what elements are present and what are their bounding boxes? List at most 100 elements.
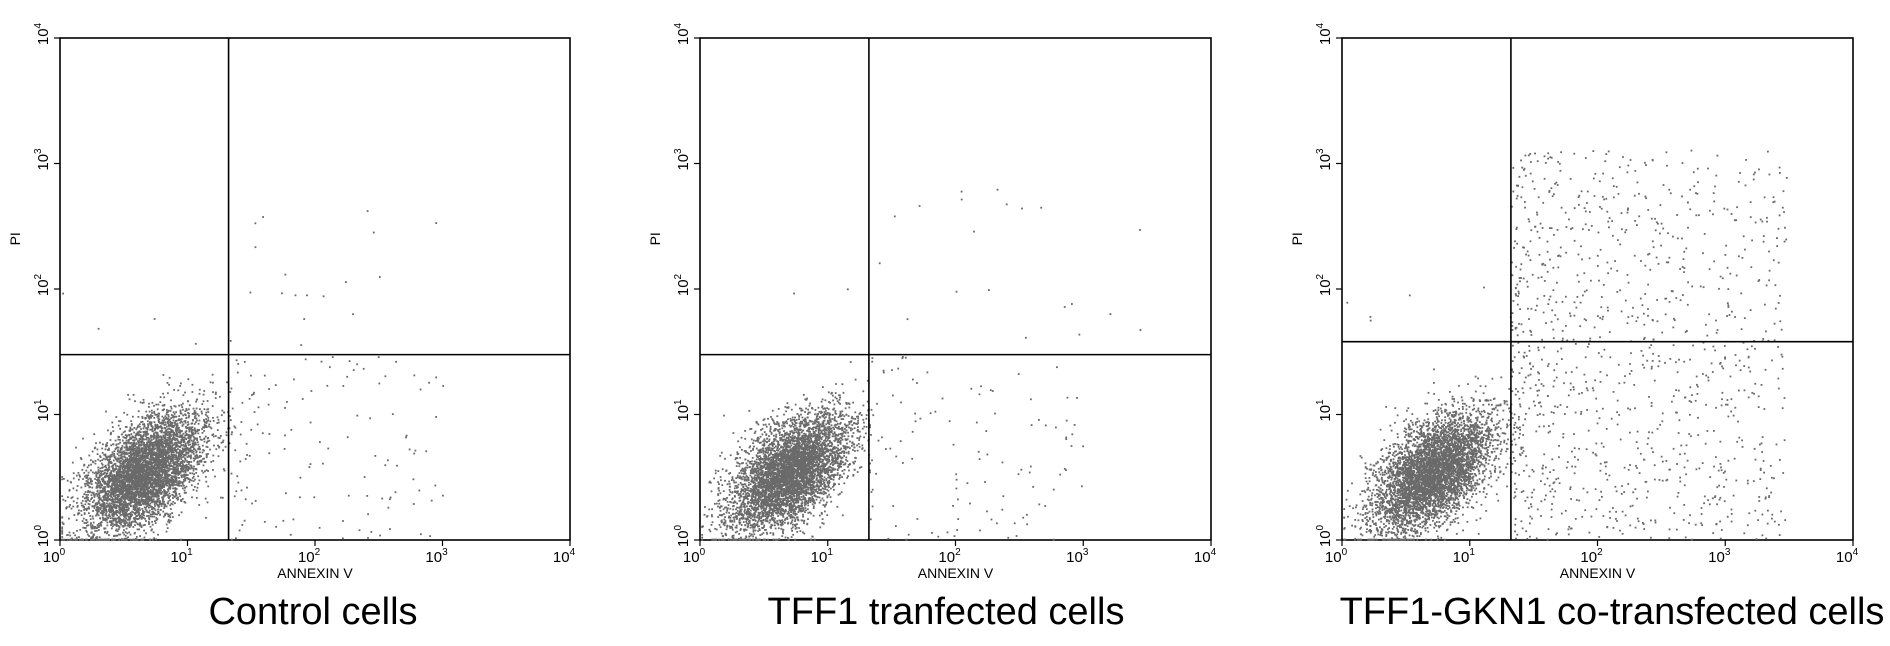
event-dot [113, 515, 115, 517]
event-dot [110, 439, 112, 441]
event-dot [79, 539, 81, 541]
event-dot [106, 539, 108, 541]
event-dot [130, 420, 132, 422]
event-dot [217, 445, 219, 447]
event-dot [187, 456, 189, 458]
event-dot [176, 444, 178, 446]
event-dot [204, 470, 206, 472]
event-dot [191, 440, 193, 442]
event-dot [169, 499, 171, 501]
event-dot [142, 454, 144, 456]
event-dot [157, 473, 159, 475]
event-dot [114, 520, 116, 522]
event-dot [121, 434, 123, 436]
event-dot [142, 457, 144, 459]
event-dot [141, 496, 143, 498]
event-dot [96, 473, 98, 475]
event-dot [86, 475, 88, 477]
event-dot [61, 478, 63, 480]
event-dot [203, 419, 205, 421]
event-dot [105, 506, 107, 508]
event-dot [169, 469, 171, 471]
event-dot [144, 425, 146, 427]
event-dot [159, 453, 161, 455]
event-dot [99, 504, 101, 506]
event-dot [161, 467, 163, 469]
event-dot [118, 455, 120, 457]
event-dot [76, 519, 78, 521]
event-dot [153, 500, 155, 502]
event-dot [162, 511, 164, 513]
event-dot [144, 524, 146, 526]
event-dot [221, 410, 223, 412]
event-dot [132, 521, 134, 523]
event-dot [105, 513, 107, 515]
event-dot [196, 497, 198, 499]
event-dot [105, 509, 107, 511]
event-dot [118, 520, 120, 522]
event-dot [157, 450, 159, 452]
event-dot [196, 490, 198, 492]
event-dot [184, 414, 186, 416]
event-dot [168, 422, 170, 424]
event-dot [103, 458, 105, 460]
event-dot [177, 426, 179, 428]
event-dot [110, 454, 112, 456]
event-dot [128, 532, 130, 534]
event-dot [61, 536, 63, 538]
event-dot [155, 522, 157, 524]
event-dot [91, 487, 93, 489]
event-dot [167, 488, 169, 490]
event-dot [122, 504, 124, 506]
event-dot [131, 458, 133, 460]
event-dot [98, 514, 100, 516]
event-dot [129, 398, 131, 400]
event-dot [168, 490, 170, 492]
event-dot [150, 514, 152, 516]
event-dot [112, 426, 114, 428]
event-dot [118, 534, 120, 536]
event-dot [143, 473, 145, 475]
event-dot [127, 476, 129, 478]
event-dot [147, 452, 149, 454]
event-dot [172, 495, 174, 497]
event-dot [124, 490, 126, 492]
event-dot [101, 492, 103, 494]
event-dot [193, 457, 195, 459]
event-dot [97, 459, 99, 461]
event-dot [108, 448, 110, 450]
event-dot [179, 493, 181, 495]
event-dot [179, 485, 181, 487]
event-dot [137, 518, 139, 520]
event-dot [119, 534, 121, 536]
event-dot [179, 422, 181, 424]
event-dot [127, 484, 129, 486]
event-dot [184, 501, 186, 503]
event-dot [103, 479, 105, 481]
event-dot [152, 402, 154, 404]
event-dot [181, 485, 183, 487]
event-dot [192, 443, 194, 445]
event-dot [120, 486, 122, 488]
event-dot [150, 461, 152, 463]
event-dot [170, 406, 172, 408]
event-dot [168, 515, 170, 517]
event-dot [111, 470, 113, 472]
event-dot [73, 514, 75, 516]
event-dot [78, 510, 80, 512]
event-dot [117, 436, 119, 438]
event-dot [119, 482, 121, 484]
event-dot [106, 502, 108, 504]
event-dot [202, 472, 204, 474]
event-dot [115, 440, 117, 442]
event-dot [174, 477, 176, 479]
event-dot [155, 479, 157, 481]
event-dot [188, 440, 190, 442]
event-dot [145, 411, 147, 413]
event-dot [223, 468, 225, 470]
event-dot [218, 455, 220, 457]
event-dot [153, 411, 155, 413]
event-dot [125, 516, 127, 518]
event-dot [107, 531, 109, 533]
